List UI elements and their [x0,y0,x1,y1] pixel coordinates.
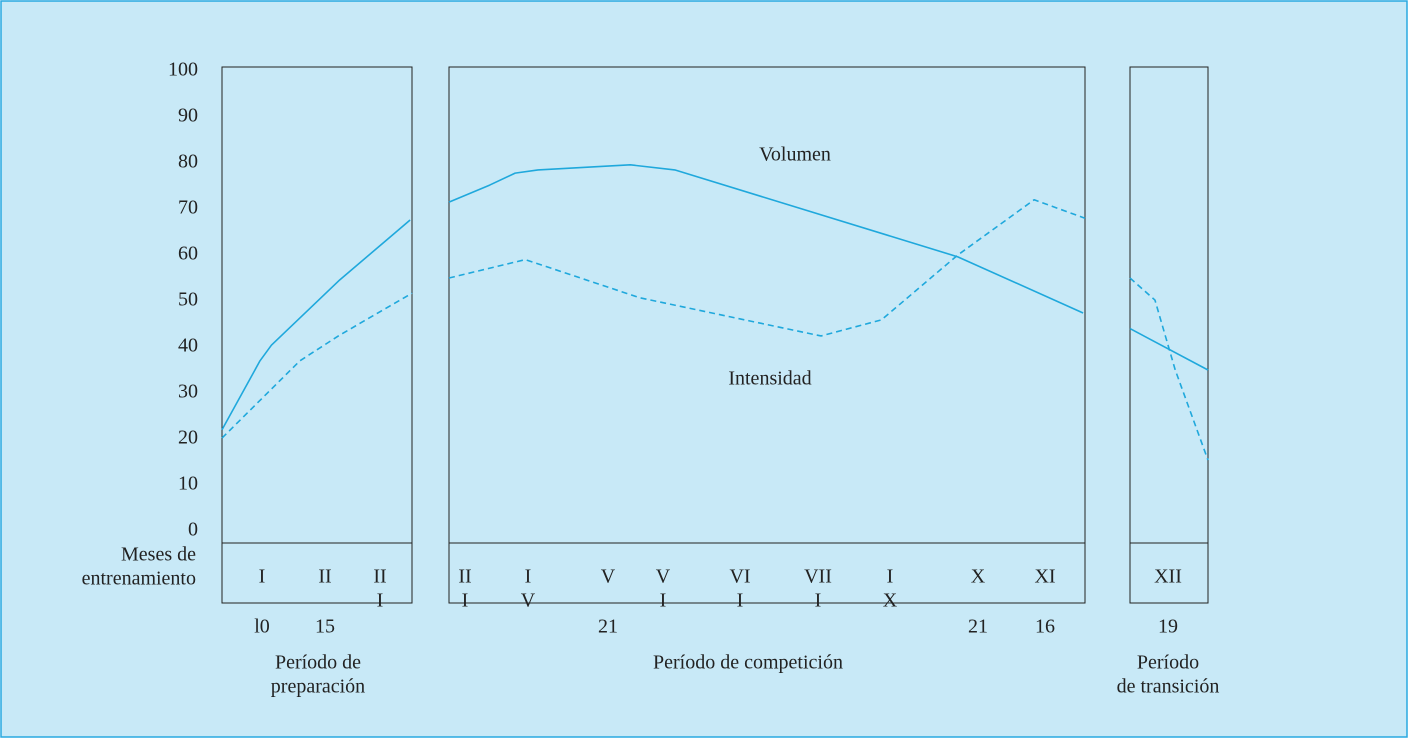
month-label: VI [729,566,750,588]
month-label: I [737,590,744,612]
day-label: 16 [1035,616,1055,638]
month-label: XI [1034,566,1055,588]
panel-frame [448,66,1086,604]
month-label: II [373,566,386,588]
y-tick-label: 60 [178,243,198,265]
row-label: entrenamiento [82,568,196,590]
month-label: I [462,590,469,612]
month-label: I [887,566,894,588]
day-label: 15 [315,616,335,638]
series-line [221,219,411,431]
series-line [221,292,413,439]
month-label: V [601,566,616,588]
period-label: Período de competición [653,652,843,674]
day-label: 21 [968,616,988,638]
row-label: Meses de [121,544,196,566]
y-tick-label: 30 [178,381,198,403]
series-line [448,199,1086,337]
month-label: X [971,566,986,588]
month-label: V [521,590,536,612]
day-label: 21 [598,616,618,638]
month-label: I [377,590,384,612]
y-tick-label: 50 [178,289,198,311]
series-line [448,164,1084,314]
month-label: V [656,566,671,588]
y-tick-label: 20 [178,427,198,449]
y-tick-label: 40 [178,335,198,357]
panel-frame [221,66,413,604]
day-label: l0 [254,616,270,638]
day-label: 19 [1158,616,1178,638]
series-line [1129,277,1209,461]
period-label: Período de [275,652,361,674]
y-tick-label: 10 [178,473,198,495]
month-label: I [815,590,822,612]
period-label: de transición [1117,676,1220,698]
month-label: XII [1154,566,1182,588]
month-label: I [525,566,532,588]
y-tick-label: 0 [188,519,198,541]
y-tick-label: 90 [178,105,198,127]
month-label: X [883,590,898,612]
month-label: II [458,566,471,588]
y-tick-label: 100 [168,59,198,81]
panel-frame [1129,66,1209,604]
y-tick-label: 80 [178,151,198,173]
series-label: Volumen [759,144,831,166]
month-label: II [318,566,331,588]
period-label: preparación [271,676,365,698]
series-label: Intensidad [728,368,811,390]
month-label: I [660,590,667,612]
month-label: VII [804,566,832,588]
month-label: I [259,566,266,588]
period-label: Período [1137,652,1199,674]
y-tick-label: 70 [178,197,198,219]
